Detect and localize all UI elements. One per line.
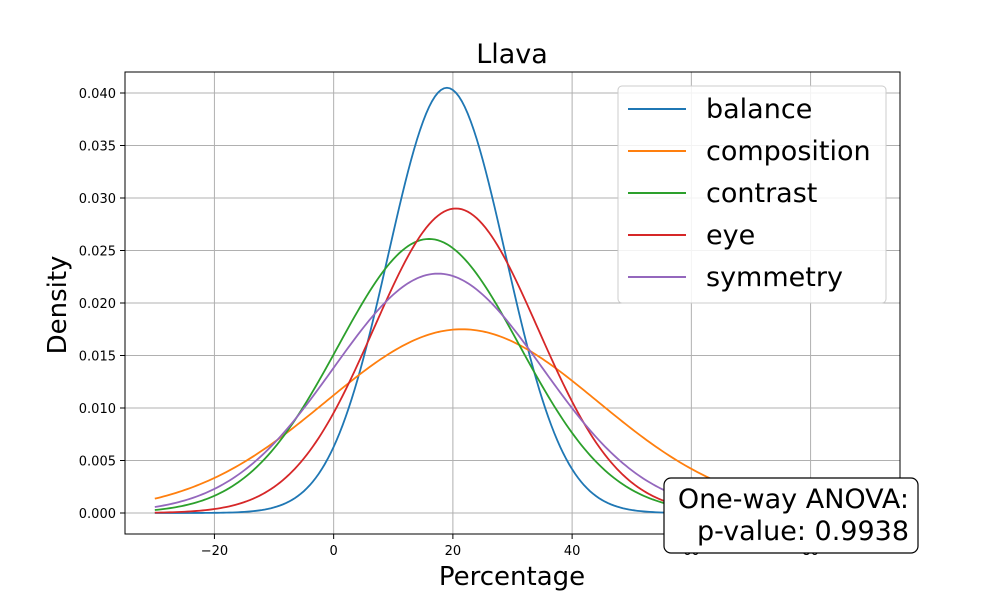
anova-annotation: One-way ANOVA: p-value: 0.9938 (663, 477, 919, 554)
anova-box (663, 477, 919, 554)
x-tick-label: 40 (564, 544, 581, 559)
y-tick-label: 0.025 (79, 245, 116, 260)
y-tick-label: 0.020 (79, 297, 116, 312)
chart-title: Llava (476, 39, 548, 70)
y-tick-label: 0.000 (79, 507, 116, 522)
x-tick-label: 0 (330, 544, 338, 559)
y-tick-label: 0.040 (79, 87, 116, 102)
y-axis-label: Density (43, 256, 73, 355)
y-tick-label: 0.010 (79, 402, 116, 417)
legend-label-eye: eye (706, 220, 755, 251)
y-axis-ticks: 0.000 0.005 0.010 0.015 0.020 0.025 0.030 0.035… (79, 87, 125, 522)
anova-pvalue: p-value: 0.9938 (697, 516, 909, 547)
legend-label-symmetry: symmetry (706, 262, 843, 293)
anova-title: One-way ANOVA: (678, 484, 909, 515)
legend-label-balance: balance (706, 94, 812, 125)
x-tick-label: −20 (201, 544, 228, 559)
legend-label-contrast: contrast (706, 178, 817, 209)
legend: balance composition contrast eye symmetry (617, 85, 887, 304)
y-tick-label: 0.005 (79, 455, 116, 470)
legend-label-composition: composition (706, 136, 871, 167)
x-tick-label: 20 (445, 544, 462, 559)
y-tick-label: 0.035 (79, 140, 116, 155)
y-tick-label: 0.030 (79, 192, 116, 207)
curve-symmetry (154, 272, 871, 514)
legend-box (617, 85, 887, 304)
x-axis-label: Percentage (439, 562, 585, 592)
y-tick-label: 0.015 (79, 350, 116, 365)
